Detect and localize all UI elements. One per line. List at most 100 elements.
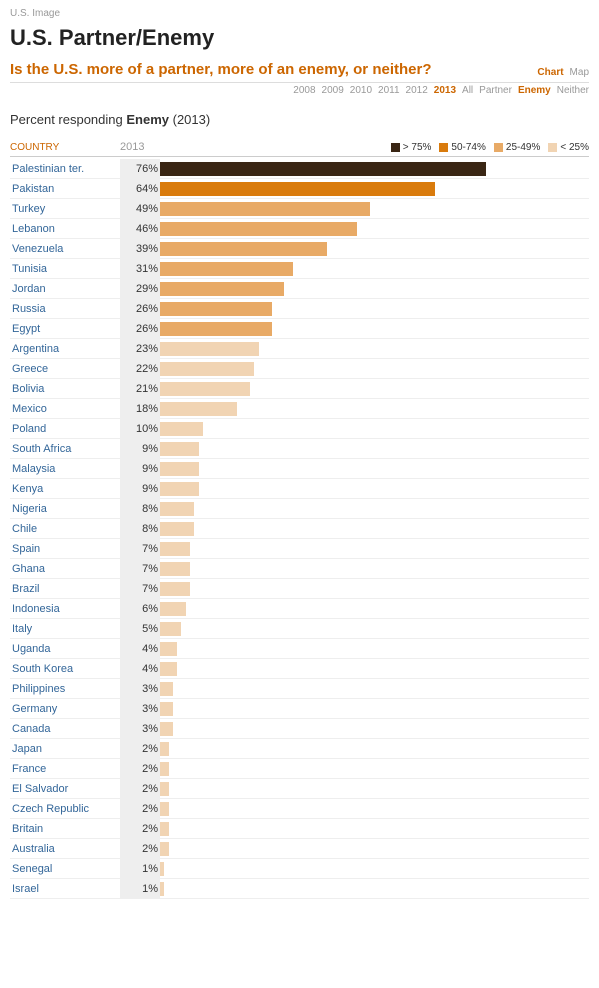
country-link[interactable]: Bolivia [10, 383, 120, 395]
value-cell: 39% [120, 239, 160, 258]
table-row: Russia26% [10, 299, 589, 319]
bar [160, 762, 169, 776]
country-link[interactable]: South Africa [10, 443, 120, 455]
country-link[interactable]: Israel [10, 883, 120, 895]
bar-cell [160, 199, 589, 218]
bar [160, 502, 194, 516]
country-link[interactable]: Philippines [10, 683, 120, 695]
country-link[interactable]: Czech Republic [10, 803, 120, 815]
bar-cell [160, 519, 589, 538]
country-link[interactable]: Senegal [10, 863, 120, 875]
table-row: Philippines3% [10, 679, 589, 699]
table-row: Uganda4% [10, 639, 589, 659]
year-filter-2013[interactable]: 2013 [434, 85, 456, 96]
country-link[interactable]: Malaysia [10, 463, 120, 475]
bar [160, 862, 164, 876]
category-filter-partner[interactable]: Partner [479, 85, 512, 96]
country-link[interactable]: Canada [10, 723, 120, 735]
category-filter-all[interactable]: All [462, 85, 473, 96]
table-row: Israel1% [10, 879, 589, 899]
value-cell: 9% [120, 439, 160, 458]
country-link[interactable]: Venezuela [10, 243, 120, 255]
table-row: Egypt26% [10, 319, 589, 339]
bar-cell [160, 799, 589, 818]
bar-cell [160, 779, 589, 798]
country-link[interactable]: Lebanon [10, 223, 120, 235]
value-cell: 21% [120, 379, 160, 398]
value-cell: 4% [120, 639, 160, 658]
value-cell: 3% [120, 699, 160, 718]
table-row: Bolivia21% [10, 379, 589, 399]
country-link[interactable]: Italy [10, 623, 120, 635]
country-link[interactable]: Britain [10, 823, 120, 835]
subtitle-bold: Enemy [126, 112, 169, 127]
table-row: Pakistan64% [10, 179, 589, 199]
category-filter-enemy[interactable]: Enemy [518, 85, 551, 96]
view-tab-map[interactable]: Map [570, 67, 589, 78]
country-link[interactable]: Indonesia [10, 603, 120, 615]
value-cell: 7% [120, 539, 160, 558]
value-cell: 64% [120, 179, 160, 198]
country-link[interactable]: Germany [10, 703, 120, 715]
bar-cell [160, 499, 589, 518]
value-cell: 2% [120, 819, 160, 838]
year-filter-2012[interactable]: 2012 [406, 85, 428, 96]
year-filter-2009[interactable]: 2009 [322, 85, 344, 96]
breadcrumb[interactable]: U.S. Image [10, 8, 589, 19]
bar-cell [160, 639, 589, 658]
table-row: Czech Republic2% [10, 799, 589, 819]
country-link[interactable]: Tunisia [10, 263, 120, 275]
legend-label: 50-74% [451, 142, 485, 153]
country-link[interactable]: Japan [10, 743, 120, 755]
country-link[interactable]: South Korea [10, 663, 120, 675]
country-link[interactable]: Greece [10, 363, 120, 375]
subtitle-suffix: (2013) [169, 112, 210, 127]
country-link[interactable]: Turkey [10, 203, 120, 215]
country-link[interactable]: Kenya [10, 483, 120, 495]
value-cell: 2% [120, 779, 160, 798]
bar [160, 622, 181, 636]
header-year[interactable]: 2013 [120, 141, 160, 153]
value-cell: 1% [120, 879, 160, 898]
country-link[interactable]: Egypt [10, 323, 120, 335]
question-text: Is the U.S. more of a partner, more of a… [10, 61, 432, 78]
year-filter-2011[interactable]: 2011 [378, 85, 400, 96]
table-row: Ghana7% [10, 559, 589, 579]
country-link[interactable]: Poland [10, 423, 120, 435]
value-cell: 7% [120, 579, 160, 598]
country-link[interactable]: Ghana [10, 563, 120, 575]
bar-cell [160, 219, 589, 238]
legend-label: < 25% [560, 142, 589, 153]
header-country[interactable]: COUNTRY [10, 142, 120, 153]
table-row: South Africa9% [10, 439, 589, 459]
bar [160, 682, 173, 696]
country-link[interactable]: Spain [10, 543, 120, 555]
year-filter-2010[interactable]: 2010 [350, 85, 372, 96]
bar-cell [160, 419, 589, 438]
country-link[interactable]: Argentina [10, 343, 120, 355]
country-link[interactable]: Palestinian ter. [10, 163, 120, 175]
legend-item: > 75% [391, 142, 432, 153]
country-link[interactable]: Mexico [10, 403, 120, 415]
table-row: Italy5% [10, 619, 589, 639]
country-link[interactable]: Australia [10, 843, 120, 855]
country-link[interactable]: Russia [10, 303, 120, 315]
bar [160, 462, 199, 476]
country-link[interactable]: France [10, 763, 120, 775]
table-row: Tunisia31% [10, 259, 589, 279]
country-link[interactable]: Brazil [10, 583, 120, 595]
country-link[interactable]: Jordan [10, 283, 120, 295]
country-link[interactable]: El Salvador [10, 783, 120, 795]
bar-cell [160, 319, 589, 338]
table-row: Britain2% [10, 819, 589, 839]
bar [160, 262, 293, 276]
value-cell: 9% [120, 459, 160, 478]
country-link[interactable]: Uganda [10, 643, 120, 655]
country-link[interactable]: Pakistan [10, 183, 120, 195]
country-link[interactable]: Chile [10, 523, 120, 535]
view-tab-chart[interactable]: Chart [537, 67, 563, 78]
year-filter-2008[interactable]: 2008 [293, 85, 315, 96]
bar [160, 702, 173, 716]
country-link[interactable]: Nigeria [10, 503, 120, 515]
category-filter-neither[interactable]: Neither [557, 85, 589, 96]
